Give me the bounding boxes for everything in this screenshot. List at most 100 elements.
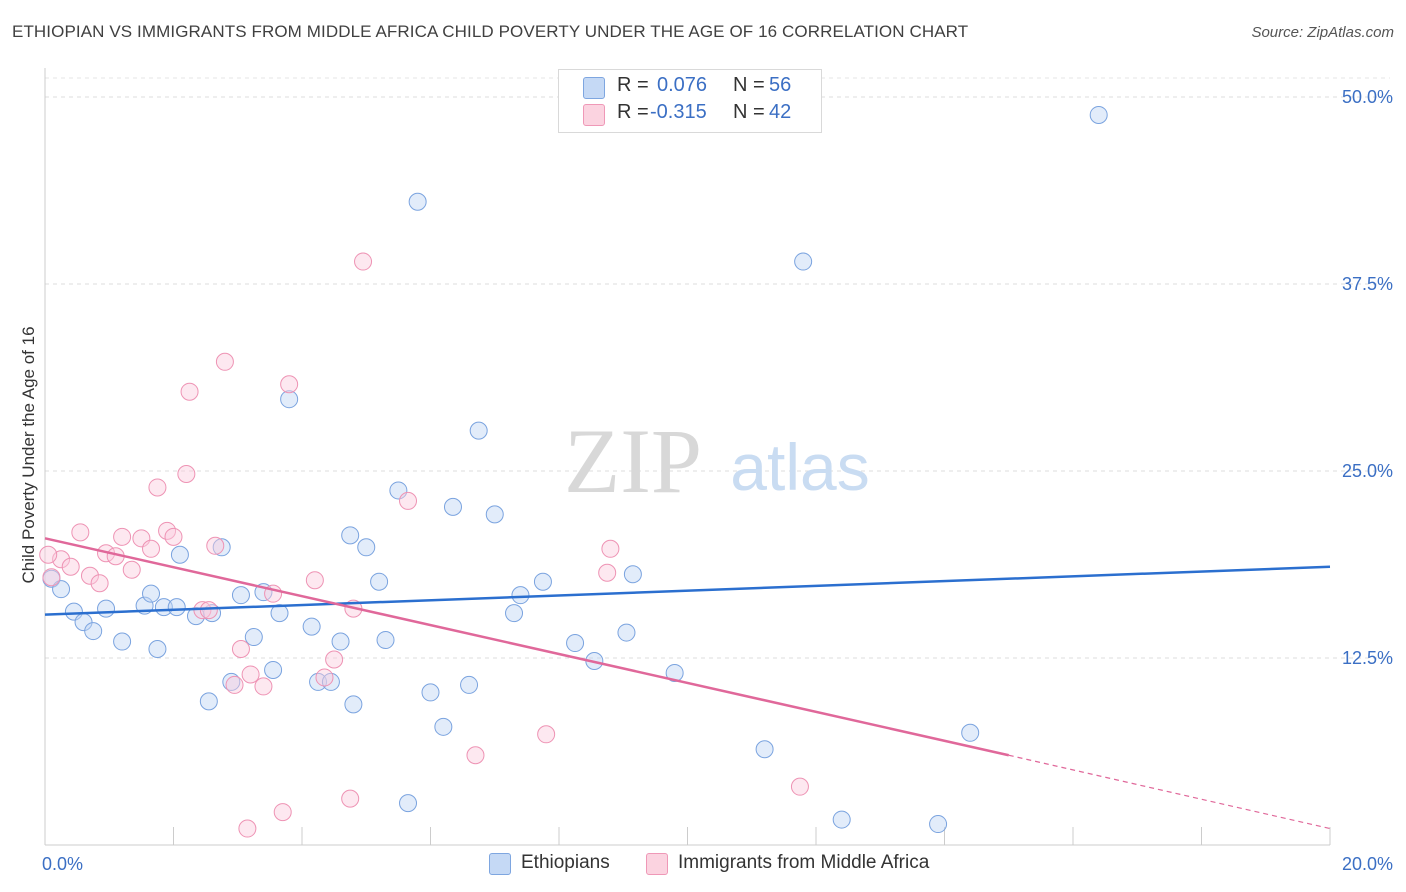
middle-africa-point (315, 668, 334, 687)
ethiopians-point (460, 675, 479, 694)
middle-africa-point (215, 352, 234, 371)
ethiopians-point (222, 672, 241, 691)
middle-africa-point (148, 478, 167, 497)
ethiopians-point (264, 660, 283, 679)
x-tick-label: 20.0% (1342, 854, 1393, 874)
chart-title: ETHIOPIAN VS IMMIGRANTS FROM MIDDLE AFRI… (12, 22, 969, 41)
middle-africa-point (354, 252, 373, 271)
n-label: N = (733, 101, 765, 123)
middle-africa-point (199, 601, 218, 620)
middle-africa-point (225, 675, 244, 694)
middle-africa-point (601, 539, 620, 558)
ethiopians-point (566, 634, 585, 653)
ethiopians-point (244, 628, 263, 647)
middle-africa-point (341, 789, 360, 808)
middle-africa-point (238, 819, 257, 838)
ethiopians-point (511, 586, 530, 605)
ethiopians-point (617, 623, 636, 642)
middle-africa-point (241, 665, 260, 684)
y-tick-label: 50.0% (1342, 87, 1393, 107)
middle-africa-point (305, 571, 324, 590)
middle-africa-point (142, 539, 161, 558)
ethiopians-point (370, 572, 389, 591)
ethiopians-point (321, 672, 340, 691)
ethiopians-point (84, 622, 103, 641)
middle-africa-legend-swatch (646, 853, 668, 875)
middle-africa-point (122, 560, 141, 579)
ethiopians-point (309, 672, 328, 691)
middle-africa-trendline (44, 537, 1010, 757)
ethiopians-point (469, 421, 488, 440)
n-label: N = (733, 74, 765, 96)
middle-africa-point (39, 545, 58, 564)
ethiopians-point (212, 538, 231, 557)
ethiopians-point (331, 632, 350, 651)
source-label: Source: ZipAtlas.com (1251, 24, 1394, 41)
ethiopians-point (929, 815, 948, 834)
ethiopians-point (408, 192, 427, 211)
middle-africa-point (790, 777, 809, 796)
ethiopians-point (832, 810, 851, 829)
ethiopians-point (148, 640, 167, 659)
middle-africa-point (537, 725, 556, 744)
middle-africa-point (466, 746, 485, 765)
tick-labels: 12.5% 25.0% 37.5% 50.0% 0.0% 20.0% (42, 87, 1393, 874)
ethiopians-point (623, 565, 642, 584)
ethiopians-point (794, 252, 813, 271)
ethiopians-point (665, 663, 684, 682)
ethiopians-point (376, 631, 395, 650)
middle-africa-point (42, 568, 61, 587)
ethiopians-point (533, 572, 552, 591)
r-label: R = (617, 101, 649, 123)
ethiopians-point (170, 545, 189, 564)
r-value: -0.315 (650, 101, 707, 123)
ethiopians-point (113, 632, 132, 651)
middle-africa-point (90, 574, 109, 593)
r-label: R = (617, 74, 649, 96)
ethiopians-point (270, 604, 289, 623)
stats-legend: R = 0.076 N = 56 R = -0.315 N = 42 (558, 69, 822, 133)
middle-africa-point (113, 527, 132, 546)
ethiopians-point (302, 617, 321, 636)
y-tick-label: 12.5% (1342, 648, 1393, 668)
middle-africa-point (164, 527, 183, 546)
ethiopians-point (399, 794, 418, 813)
data-points (39, 105, 1108, 838)
ethiopians-point (167, 598, 186, 617)
ethiopians-point (421, 683, 440, 702)
ethiopians-point (434, 717, 453, 736)
middle-africa-point (206, 536, 225, 555)
middle-africa-point (280, 375, 299, 394)
ethiopians-point (344, 695, 363, 714)
ethiopians-point (231, 586, 250, 605)
r-value: 0.076 (657, 74, 708, 96)
x-tick-label: 0.0% (42, 854, 83, 874)
middle-africa-point (273, 803, 292, 822)
ethiopians-point (142, 584, 161, 603)
n-value: 56 (769, 74, 792, 96)
legend-label: Ethiopians (521, 852, 610, 873)
ethiopians-legend-swatch (489, 853, 511, 875)
middle-africa-point (71, 523, 90, 542)
ethiopians-point (52, 580, 71, 599)
ethiopians-swatch (583, 77, 605, 99)
ethiopians-point (357, 538, 376, 557)
ethiopians-point (505, 604, 524, 623)
y-tick-label: 25.0% (1342, 461, 1393, 481)
legend-label: Immigrants from Middle Africa (678, 852, 930, 873)
axes (44, 68, 1331, 846)
middle-africa-trendline-extension (1008, 754, 1331, 830)
y-axis-label: Child Poverty Under the Age of 16 (19, 326, 38, 583)
ethiopians-trendline (44, 565, 1331, 616)
middle-africa-point (180, 382, 199, 401)
ethiopians-point (961, 723, 980, 742)
middle-africa-point (598, 563, 617, 582)
watermark-atlas: atlas (730, 430, 869, 504)
middle-africa-point (177, 464, 196, 483)
middle-africa-point (61, 557, 80, 576)
ethiopians-point (97, 599, 116, 618)
n-value: 42 (769, 101, 792, 123)
trendlines (44, 537, 1331, 830)
ethiopians-point (755, 740, 774, 759)
